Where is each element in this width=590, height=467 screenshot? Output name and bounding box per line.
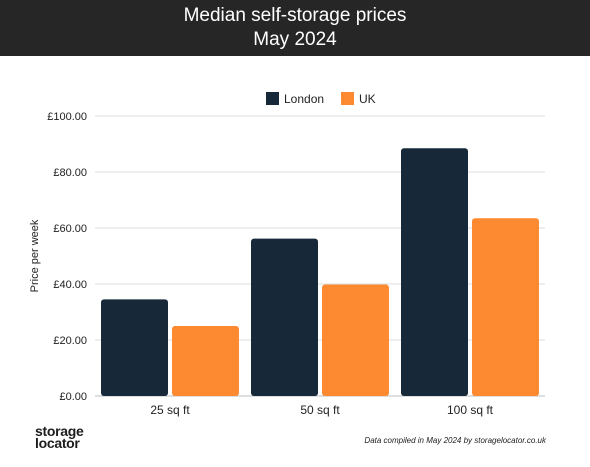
bar-chart: £0.00 £20.00 £40.00 £60.00 £80.00 £100.00 Pric… <box>29 92 545 417</box>
y-tick-label: £80.00 <box>53 167 87 179</box>
bar-london <box>251 238 318 396</box>
y-tick-label: £100.00 <box>47 111 87 123</box>
y-tick-label: £40.00 <box>53 279 87 291</box>
y-tick-label: £20.00 <box>53 335 87 347</box>
logo-line-1: storage <box>35 423 84 439</box>
bar-london <box>401 148 468 396</box>
y-tick-label: £0.00 <box>59 391 87 403</box>
y-axis-label: Price per week <box>29 219 41 292</box>
legend-swatch-uk <box>341 92 354 105</box>
bar-uk <box>172 326 239 396</box>
bar-uk <box>472 218 539 396</box>
x-tick-label: 100 sq ft <box>447 403 494 417</box>
bar-uk <box>322 284 389 396</box>
legend-swatch-london <box>266 92 279 105</box>
chart-subtitle: May 2024 <box>253 29 337 50</box>
source-note: Data compiled in May 2024 by storageloca… <box>364 436 546 445</box>
x-tick-label: 25 sq ft <box>150 403 190 417</box>
y-tick-label: £60.00 <box>53 223 87 235</box>
bar-london <box>101 299 168 396</box>
storagelocator-logo: storage locator <box>35 423 84 451</box>
x-tick-label: 50 sq ft <box>300 403 340 417</box>
chart-header: Median self-storage prices May 2024 <box>0 0 590 56</box>
legend-label-uk: UK <box>359 92 376 106</box>
legend-label-london: London <box>284 92 324 106</box>
logo-line-2: locator <box>35 435 80 451</box>
chart-title: Median self-storage prices <box>183 5 407 26</box>
